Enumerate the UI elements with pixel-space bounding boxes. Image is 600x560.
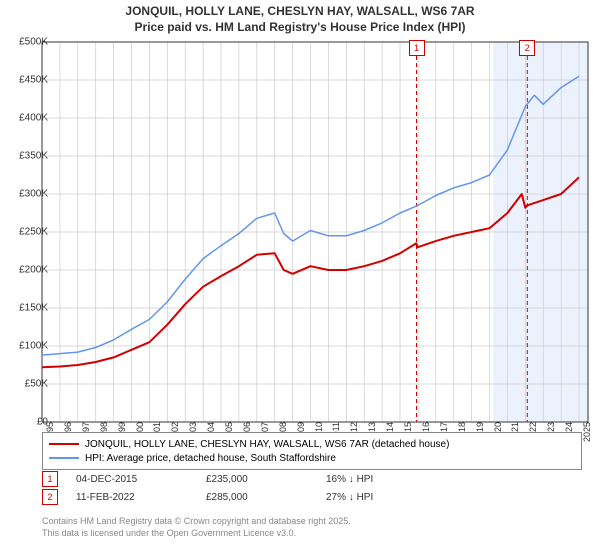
event-price: £235,000 xyxy=(206,474,326,485)
legend-swatch xyxy=(49,443,79,445)
footer-line-2: This data is licensed under the Open Gov… xyxy=(42,528,351,540)
title-block: JONQUIL, HOLLY LANE, CHESLYN HAY, WALSAL… xyxy=(0,0,600,35)
event-date: 11-FEB-2022 xyxy=(76,492,206,503)
chart-marker-badge: 2 xyxy=(519,40,535,56)
event-delta: 16% ↓ HPI xyxy=(326,474,373,485)
chart-marker-badge: 1 xyxy=(409,40,425,56)
event-table: 1 04-DEC-2015£235,00016% ↓ HPI 2 11-FEB-202… xyxy=(42,470,582,506)
legend: JONQUIL, HOLLY LANE, CHESLYN HAY, WALSAL… xyxy=(42,432,582,470)
event-delta: 27% ↓ HPI xyxy=(326,492,373,503)
footer-line-1: Contains HM Land Registry data © Crown c… xyxy=(42,516,351,528)
legend-item: JONQUIL, HOLLY LANE, CHESLYN HAY, WALSAL… xyxy=(49,437,575,451)
chart-container: JONQUIL, HOLLY LANE, CHESLYN HAY, WALSAL… xyxy=(0,0,600,560)
event-row: 2 11-FEB-2022£285,00027% ↓ HPI xyxy=(42,488,582,506)
x-tick-label: 2025 xyxy=(582,422,592,442)
plot-area xyxy=(42,42,588,422)
event-date: 04-DEC-2015 xyxy=(76,474,206,485)
legend-label: JONQUIL, HOLLY LANE, CHESLYN HAY, WALSAL… xyxy=(85,439,449,450)
event-badge: 2 xyxy=(42,489,58,505)
legend-swatch xyxy=(49,457,79,459)
event-badge: 1 xyxy=(42,471,58,487)
legend-item: HPI: Average price, detached house, Sout… xyxy=(49,451,575,465)
event-row: 1 04-DEC-2015£235,00016% ↓ HPI xyxy=(42,470,582,488)
event-price: £285,000 xyxy=(206,492,326,503)
title-line-1: JONQUIL, HOLLY LANE, CHESLYN HAY, WALSAL… xyxy=(0,4,600,20)
line-chart-svg xyxy=(42,42,588,422)
title-line-2: Price paid vs. HM Land Registry's House … xyxy=(0,20,600,36)
attribution-footer: Contains HM Land Registry data © Crown c… xyxy=(42,516,351,539)
legend-label: HPI: Average price, detached house, Sout… xyxy=(85,453,336,464)
